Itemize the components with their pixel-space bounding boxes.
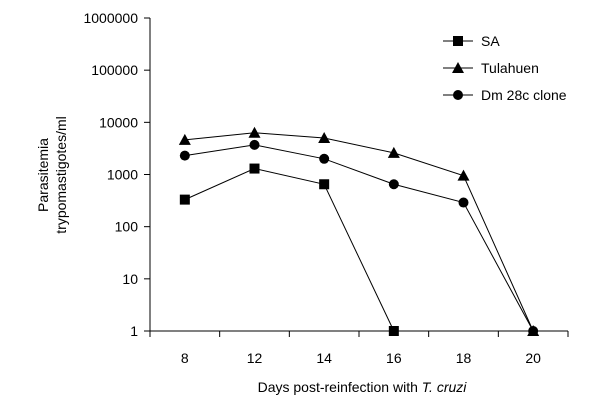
data-point-dm-28c-clone: [458, 197, 469, 208]
x-axis-title-italic: T. cruzi: [422, 379, 467, 395]
data-point-tulahuen: [248, 126, 261, 138]
x-tick-label: 8: [181, 350, 189, 366]
y-tick-label: 10: [122, 271, 138, 287]
data-point-dm-28c-clone: [388, 179, 399, 190]
x-tick-label: 18: [456, 350, 472, 366]
y-tick-label: 1: [130, 323, 138, 339]
y-axis-title-line2: trypomastigotes/ml: [53, 116, 69, 233]
data-point-dm-28c-clone: [179, 150, 190, 161]
chart-axes: 1 10 100 1000 10000 100000 1000000 8 12 14 16 18 20: [83, 10, 569, 366]
series-tulahuen: [178, 126, 540, 336]
legend-marker-sa: [453, 36, 463, 46]
x-tick-label: 12: [247, 350, 263, 366]
y-tick-label: 10000: [99, 114, 138, 130]
legend-label-tulahuen: Tulahuen: [481, 60, 539, 76]
x-axis-title: Days post-reinfection with T. cruzi: [258, 379, 468, 395]
series-dm-28c-clone: [179, 139, 539, 336]
x-tick-label: 14: [316, 350, 332, 366]
data-point-sa: [388, 326, 399, 336]
series-line-tulahuen: [184, 132, 534, 332]
x-axis-title-prefix: Days post-reinfection with: [258, 379, 422, 395]
chart-series-layer: [178, 126, 540, 336]
legend-marker-dm-28c-clone: [453, 90, 463, 100]
data-point-dm-28c-clone: [528, 326, 539, 336]
y-tick-label: 100: [115, 219, 139, 235]
data-point-sa: [179, 194, 190, 205]
legend-marker-tulahuen: [452, 62, 464, 73]
series-sa: [179, 163, 399, 336]
chart-legend: SA Tulahuen Dm 28c clone: [443, 33, 567, 103]
data-point-tulahuen: [318, 132, 331, 144]
x-tick-label: 20: [525, 350, 541, 366]
data-point-sa: [319, 179, 330, 190]
data-point-tulahuen: [387, 146, 400, 158]
y-tick-label: 1000000: [83, 10, 138, 26]
data-point-sa: [249, 163, 260, 174]
y-axis-title-line1: Parasitemia: [35, 138, 51, 212]
legend-label-sa: SA: [481, 33, 500, 49]
series-line-dm-28c-clone: [184, 144, 534, 332]
data-point-dm-28c-clone: [249, 139, 260, 150]
series-line-sa: [184, 168, 395, 332]
legend-label-dm-28c-clone: Dm 28c clone: [481, 87, 567, 103]
y-tick-label: 1000: [107, 167, 138, 183]
data-point-tulahuen: [457, 169, 470, 181]
x-tick-label: 16: [386, 350, 402, 366]
data-point-tulahuen: [178, 133, 191, 145]
data-point-dm-28c-clone: [319, 153, 330, 164]
y-tick-label: 100000: [91, 62, 138, 78]
